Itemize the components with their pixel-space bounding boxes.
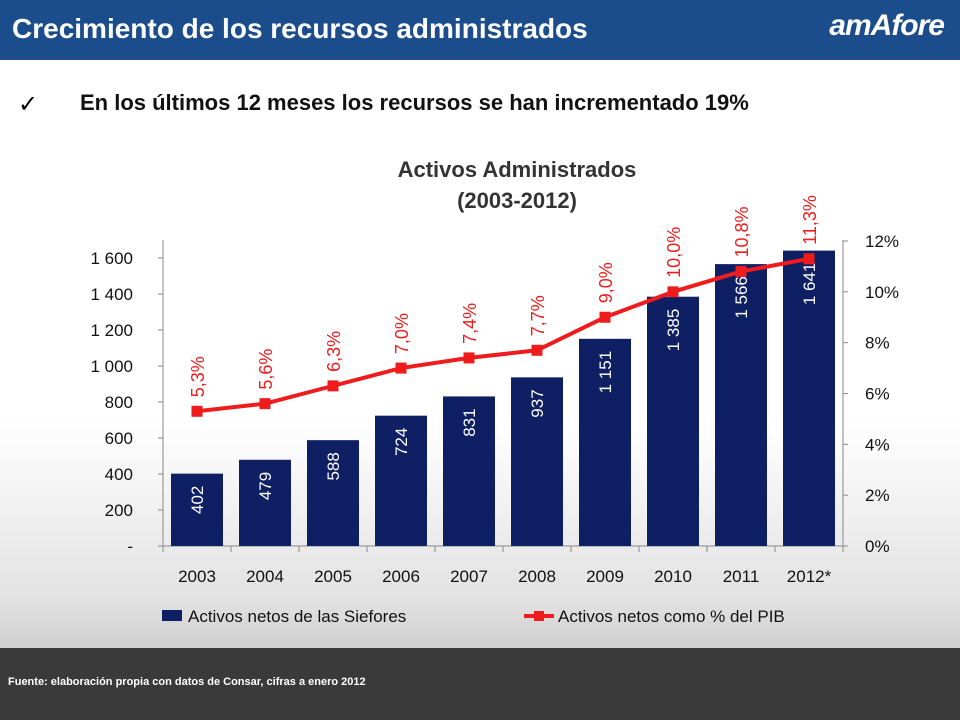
bar-data-label: 588 (324, 452, 343, 480)
bar-data-label: 937 (528, 389, 547, 417)
y-right-tick-label: 12% (865, 232, 899, 251)
checkmark-icon: ✓ (18, 91, 39, 118)
bar-data-label: 1 385 (664, 309, 683, 352)
x-tick-label: 2012* (787, 567, 832, 586)
legend-label-bars: Activos netos de las Siefores (188, 607, 406, 626)
x-tick-label: 2008 (518, 567, 556, 586)
legend-swatch-bars (162, 610, 182, 621)
pib-data-label: 6,3% (324, 331, 344, 372)
x-tick-label: 2006 (382, 567, 420, 586)
y-left-tick-label: - (127, 537, 133, 556)
bar-data-label: 479 (256, 472, 275, 500)
x-tick-label: 2011 (723, 567, 760, 586)
y-left-tick-label: 400 (105, 465, 133, 484)
chart-legend: Activos netos de las Siefores Activos net… (162, 607, 785, 626)
pib-point (463, 352, 475, 364)
y-left-tick-label: 1 000 (90, 357, 133, 376)
x-tick-label: 2005 (314, 567, 352, 586)
bar-data-label: 1 566 (732, 276, 751, 319)
pib-data-label: 7,7% (528, 295, 548, 336)
pib-point (531, 344, 543, 356)
bar (647, 296, 699, 546)
pib-point (395, 362, 407, 374)
pib-point (599, 311, 611, 323)
chart-subtitle: (2003-2012) (457, 188, 577, 213)
y-left-tick-label: 1 400 (90, 285, 133, 304)
y-left-tick-label: 1 600 (90, 249, 133, 268)
y-right-tick-label: 6% (865, 385, 890, 404)
slide-title: Crecimiento de los recursos administrado… (12, 13, 588, 44)
pib-point (803, 253, 815, 265)
y-right-tick-label: 10% (865, 283, 899, 302)
x-tick-label: 2004 (246, 567, 284, 586)
amafore-logo: amAfore (829, 9, 945, 42)
pib-data-label: 10,8% (732, 206, 752, 257)
source-note: Fuente: elaboración propia con datos de … (8, 676, 366, 688)
y-right-tick-label: 0% (865, 537, 890, 556)
bar (579, 338, 631, 546)
y-right-tick-label: 4% (865, 435, 890, 454)
legend-marker-pib (534, 611, 544, 621)
bar (171, 473, 223, 546)
pib-data-label: 7,4% (460, 303, 480, 344)
pib-data-label: 11,3% (800, 195, 820, 245)
bar (511, 377, 563, 546)
y-left-tick-label: 600 (105, 429, 133, 448)
x-tick-label: 2007 (450, 567, 488, 586)
bar-data-label: 831 (460, 408, 479, 436)
x-tick-label: 2009 (586, 567, 624, 586)
pib-data-label: 10,0% (664, 227, 684, 278)
bar (443, 396, 495, 546)
bar-data-label: 402 (188, 486, 207, 514)
pib-point (667, 286, 679, 298)
pib-series-line (196, 256, 810, 414)
pib-point (735, 266, 747, 277)
bar-data-label: 724 (392, 428, 411, 456)
pib-point (191, 405, 203, 417)
pib-point (259, 398, 271, 410)
x-tick-label: 2003 (178, 567, 216, 586)
pib-data-label: 7,0% (392, 313, 412, 354)
y-left-tick-label: 200 (105, 501, 133, 520)
footer-bar: Fuente: elaboración propia con datos de … (0, 648, 960, 720)
y-left-tick-label: 800 (105, 393, 133, 412)
chart-title: Activos Administrados (398, 157, 637, 182)
pib-data-label: 5,3% (188, 356, 208, 397)
legend-label-pib: Activos netos como % del PIB (558, 607, 785, 626)
pib-data-label: 5,6% (256, 349, 276, 390)
bar (375, 415, 427, 546)
y-left-tick-label: 1 200 (90, 321, 133, 340)
assets-chart: Activos Administrados (2003-2012) -20040… (90, 157, 899, 626)
y-right-tick-label: 2% (865, 486, 890, 505)
bar-data-label: 1 151 (596, 351, 615, 394)
bar (239, 459, 291, 546)
x-tick-label: 2010 (654, 567, 692, 586)
bar (715, 264, 767, 546)
bar (783, 250, 835, 546)
header-bar: Crecimiento de los recursos administrado… (0, 0, 960, 60)
bar-data-label: 1 641 (800, 263, 819, 306)
headline-text: En los últimos 12 meses los recursos se … (80, 90, 749, 115)
bar (307, 440, 359, 546)
y-right-tick-label: 8% (865, 334, 890, 353)
pib-point (327, 380, 339, 392)
pib-data-label: 9,0% (596, 262, 616, 303)
